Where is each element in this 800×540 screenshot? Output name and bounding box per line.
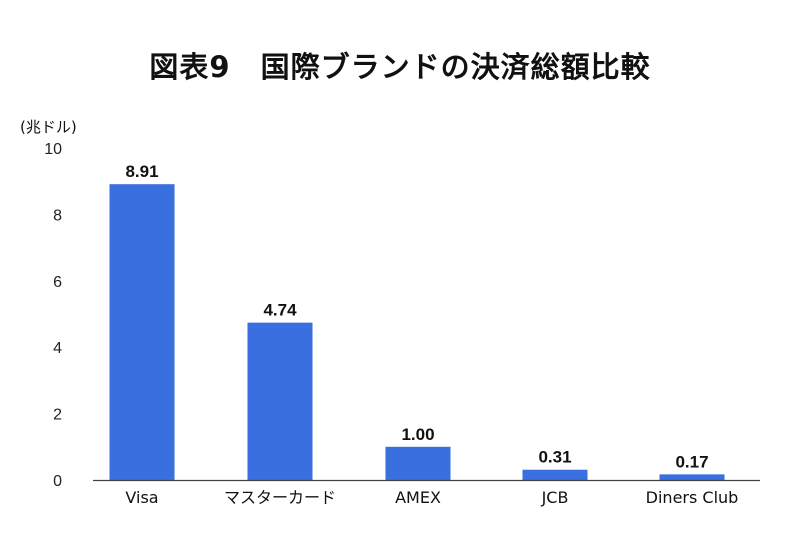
bar-3 <box>522 469 588 480</box>
bar-4 <box>659 474 725 480</box>
value-label: 8.91 <box>125 162 158 181</box>
value-label: 0.31 <box>538 448 571 467</box>
y-axis-unit-label: (兆ドル) <box>20 118 77 136</box>
y-tick-label: 6 <box>53 274 62 291</box>
y-tick-label: 8 <box>53 207 62 224</box>
y-tick-label: 2 <box>53 407 62 424</box>
value-label: 4.74 <box>263 301 297 320</box>
category-label: JCB <box>541 488 569 507</box>
category-label: Visa <box>125 488 158 507</box>
bar-0 <box>109 184 175 481</box>
y-tick-label: 0 <box>53 473 62 490</box>
value-label: 0.17 <box>675 452 708 471</box>
bar-1 <box>247 322 313 480</box>
y-tick-label: 10 <box>44 141 62 158</box>
chart-title: 図表9 国際ブランドの決済総額比較 <box>149 50 651 84</box>
category-label: AMEX <box>395 488 441 507</box>
value-label: 1.00 <box>401 425 434 444</box>
category-label: Diners Club <box>646 488 739 507</box>
bar-2 <box>385 446 451 480</box>
category-label: マスターカード <box>224 488 336 507</box>
y-tick-label: 4 <box>53 340 62 357</box>
